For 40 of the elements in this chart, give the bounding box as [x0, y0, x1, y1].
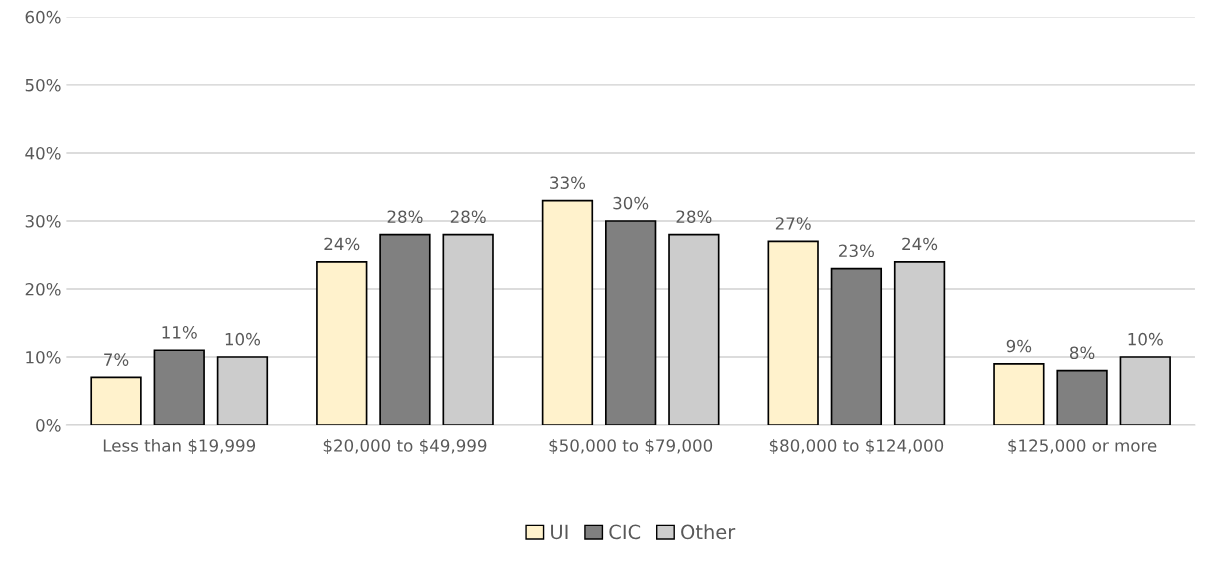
bar [1056, 369, 1108, 426]
bar [153, 349, 205, 426]
data-label: 28% [676, 210, 712, 224]
data-label: 7% [104, 353, 129, 366]
data-label: 33% [550, 176, 586, 190]
x-tick-label: $20,000 to $49,999 [323, 438, 487, 455]
x-tick-label: Less than $19,999 [103, 438, 256, 455]
y-tick-label: 60% [25, 10, 61, 24]
bar [767, 240, 819, 426]
data-label: 28% [450, 210, 486, 224]
data-label: 10% [225, 332, 261, 346]
data-label: 11% [162, 326, 197, 339]
data-label: 10% [1128, 332, 1163, 346]
y-tick-label: 0% [36, 419, 61, 432]
data-label: 28% [387, 210, 423, 224]
bar [316, 260, 368, 426]
bar [379, 233, 431, 426]
legend-label: Other [681, 524, 736, 540]
legend-label: UI [551, 524, 568, 540]
y-tick-label: 50% [25, 78, 61, 92]
y-tick-label: 20% [25, 282, 61, 296]
bar [830, 267, 883, 426]
bar [541, 199, 594, 426]
y-tick-label: 40% [25, 146, 61, 160]
data-label: 24% [902, 237, 938, 251]
data-label: 27% [775, 217, 811, 230]
x-tick-label: $50,000 to $79,000 [549, 438, 713, 455]
legend-label: CIC [609, 524, 641, 540]
data-label: 30% [613, 196, 649, 210]
y-tick-label: 10% [26, 351, 61, 364]
data-label: 9% [1006, 339, 1032, 353]
data-label: 23% [839, 244, 874, 258]
data-label: 24% [324, 237, 360, 251]
y-tick-label: 30% [25, 214, 61, 228]
x-tick-label: $80,000 to $124,000 [769, 438, 944, 455]
bar [993, 363, 1045, 426]
bar [90, 376, 142, 426]
x-tick-label: $125,000 or more [1008, 438, 1157, 455]
bar [604, 220, 657, 426]
data-label: 8% [1069, 346, 1095, 360]
